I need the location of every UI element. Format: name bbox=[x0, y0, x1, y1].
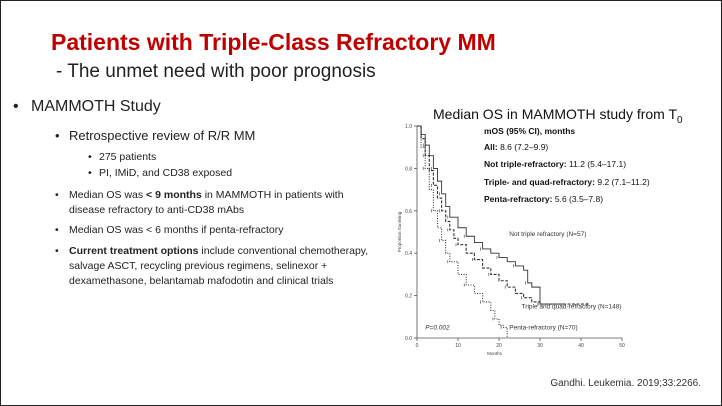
bullet-dot: • bbox=[55, 128, 60, 143]
stats-header: mOS (95% CI), months bbox=[484, 126, 576, 136]
x-tick-label: 50 bbox=[619, 343, 625, 349]
x-tick-label: 20 bbox=[496, 343, 502, 349]
stats-all: All: 8.6 (7.2–9.9) bbox=[484, 142, 548, 152]
chart-title: Median OS in MAMMOTH study from T0 bbox=[433, 106, 683, 126]
y-tick-label: 1.0 bbox=[405, 124, 412, 130]
stats-triple-quad: Triple- and quad-refractory: 9.2 (7.1–11… bbox=[484, 177, 650, 187]
chart-title-subscript: 0 bbox=[677, 114, 683, 126]
bullet-treatment-options: • Current treatment options include conv… bbox=[55, 244, 369, 289]
x-tick-label: 30 bbox=[537, 343, 543, 349]
stats-value: 8.6 (7.2–9.9) bbox=[497, 142, 549, 152]
y-tick-label: 0.2 bbox=[405, 294, 412, 300]
y-tick-label: 0.0 bbox=[405, 336, 412, 342]
x-axis-label: Months bbox=[487, 351, 503, 356]
bullet-exposure: • PI, IMiD, and CD38 exposed bbox=[88, 167, 233, 179]
chart-title-main: Median OS in MAMMOTH study from T bbox=[433, 106, 678, 122]
survival-curve-2 bbox=[417, 125, 590, 305]
bullet-text: Median OS was < 6 months if penta-refrac… bbox=[69, 224, 284, 236]
stats-penta: Penta-refractory: 5.6 (3.5–7.8) bbox=[484, 194, 603, 204]
bullet-text-bold: < 9 months bbox=[146, 189, 202, 201]
bullet-text: Retrospective review of R/R MM bbox=[69, 128, 256, 143]
bullet-list: • MAMMOTH Study • Retrospective review o… bbox=[1, 1, 401, 405]
stats-value: 5.6 (3.5–7.8) bbox=[552, 194, 604, 204]
bullet-text-post: in MAMMOTH in patients with disease refr… bbox=[69, 189, 344, 216]
series-label-triple-quad: Triple and quad-refractory (N=148) bbox=[522, 303, 622, 310]
slide-subtitle: - The unmet need with poor prognosis bbox=[56, 61, 376, 82]
slide-title: Patients with Triple-Class Refractory MM bbox=[51, 29, 496, 55]
bullet-dot: • bbox=[13, 98, 19, 115]
bullet-dot: • bbox=[55, 224, 59, 236]
y-tick-label: 0.4 bbox=[405, 251, 412, 257]
km-survival-chart: 0.0 0.2 0.4 0.6 0.8 1.0 0 10 20 30 40 50 Months Propo… bbox=[397, 124, 625, 356]
stats-value: 9.2 (7.1–11.2) bbox=[595, 177, 650, 187]
survival-curve-3 bbox=[417, 125, 508, 338]
bullet-dot: • bbox=[55, 245, 59, 257]
bullet-retrospective-review: • Retrospective review of R/R MM bbox=[55, 128, 256, 143]
bullet-text: MAMMOTH Study bbox=[31, 98, 161, 115]
bullet-mammoth-study: • MAMMOTH Study bbox=[13, 98, 161, 116]
y-tick-label: 0.8 bbox=[405, 166, 412, 172]
x-tick-label: 40 bbox=[578, 343, 584, 349]
p-value-label: P=0.002 bbox=[425, 325, 450, 332]
bullet-dot: • bbox=[55, 189, 59, 201]
bullet-median-os-cd38: • Median OS was < 9 months in MAMMOTH in… bbox=[55, 188, 369, 218]
series-label-not-triple: Not triple refractory (N=57) bbox=[509, 231, 586, 238]
bullet-text-bold: Current treatment options bbox=[69, 245, 199, 257]
bullet-dot: • bbox=[88, 151, 92, 163]
bullet-text: PI, IMiD, and CD38 exposed bbox=[99, 167, 233, 179]
x-tick-label: 0 bbox=[416, 343, 419, 349]
bullet-patients: • 275 patients bbox=[88, 151, 157, 163]
bullet-text: 275 patients bbox=[99, 151, 157, 163]
stats-label: Not triple-refractory: bbox=[484, 159, 567, 169]
y-axis-label: Proportion Surviving bbox=[397, 211, 402, 252]
citation: Gandhi. Leukemia. 2019;33:2266. bbox=[550, 378, 701, 389]
bullet-text-post: include conventional chemotherapy, salva… bbox=[69, 245, 369, 287]
stats-value: 11.2 (5.4–17.1) bbox=[566, 159, 627, 169]
stats-label: Penta-refractory: bbox=[484, 194, 553, 204]
stats-label: Triple- and quad-refractory: bbox=[484, 177, 595, 187]
stats-label: All: bbox=[484, 142, 498, 152]
bullet-text-pre: Median OS was bbox=[69, 189, 147, 201]
survival-curve-1 bbox=[417, 125, 565, 305]
bullet-median-os-penta: • Median OS was < 6 months if penta-refr… bbox=[55, 223, 369, 238]
y-tick-label: 0.6 bbox=[405, 209, 412, 215]
bullet-dot: • bbox=[88, 167, 92, 179]
x-tick-label: 10 bbox=[455, 343, 461, 349]
series-label-penta: Penta-refractory (N=70) bbox=[509, 325, 577, 332]
stats-not-triple: Not triple-refractory: 11.2 (5.4–17.1) bbox=[484, 159, 626, 169]
